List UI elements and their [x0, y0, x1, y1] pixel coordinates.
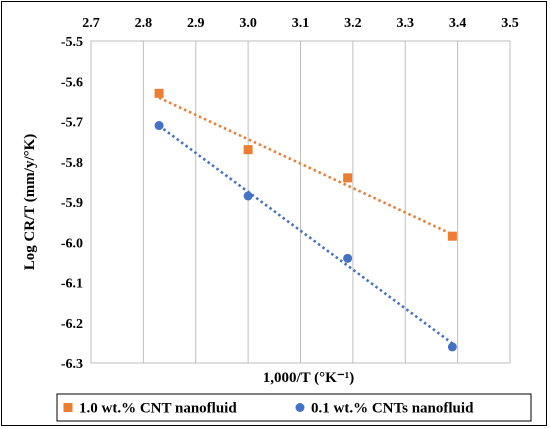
data-points	[154, 88, 457, 352]
data-point-series-1	[343, 173, 353, 183]
legend-marker-series-2	[295, 403, 305, 412]
legend-label-series-1: 1.0 wt.% CNT nanofluid	[79, 401, 237, 417]
x-tick-label: 3.2	[344, 16, 362, 31]
x-tick-label: 2.7	[82, 16, 100, 31]
data-point-series-1	[447, 231, 457, 241]
y-tick-label: -6.1	[61, 277, 83, 292]
x-tick-label: 3.5	[501, 16, 519, 31]
x-axis-title: 1,000/T (°K⁻¹)	[263, 370, 354, 386]
y-tick-label: -5.8	[61, 156, 83, 171]
x-tick-label: 3.3	[397, 16, 415, 31]
y-tick-label: -5.7	[61, 116, 83, 131]
trendline-series-1	[158, 96, 453, 236]
legend	[56, 393, 532, 422]
x-tick-label: 3.0	[239, 16, 257, 31]
legend-label-series-2: 0.1 wt.% CNTs nanofluid	[311, 401, 474, 417]
data-point-series-2	[447, 342, 457, 352]
trendline-series-2	[158, 124, 454, 345]
data-point-series-1	[243, 145, 253, 155]
x-tick-label: 3.1	[292, 16, 310, 31]
x-tick-label: 2.9	[187, 16, 205, 31]
legend-entries: 1.0 wt.% CNT nanofluid 0.1 wt.% CNTs nano…	[63, 401, 474, 417]
data-point-series-2	[243, 191, 253, 201]
y-tick-label: -6.0	[61, 236, 83, 251]
y-tick-label: -5.5	[61, 35, 83, 50]
x-tick-label: 2.8	[135, 16, 153, 31]
y-axis-title: Log CR/T (mm/y/°K)	[22, 134, 38, 271]
y-tick-label: -5.6	[61, 75, 83, 90]
x-tick-labels: 2.7 2.8 2.9 3.0 3.1 3.2 3.3 3.4 3.5	[82, 16, 519, 31]
y-tick-label: -6.3	[61, 357, 83, 372]
data-point-series-2	[154, 121, 164, 131]
trendlines	[158, 96, 454, 345]
y-tick-label: -5.9	[61, 196, 83, 211]
y-tick-labels: -5.5 -5.6 -5.7 -5.8 -5.9 -6.0 -6.1 -6.2 -6.3	[61, 35, 83, 372]
data-point-series-2	[343, 253, 353, 263]
data-point-series-1	[154, 88, 164, 98]
x-tick-label: 3.4	[449, 16, 467, 31]
y-tick-label: -6.2	[61, 317, 83, 332]
legend-marker-series-1	[63, 403, 73, 412]
grid	[90, 40, 511, 364]
